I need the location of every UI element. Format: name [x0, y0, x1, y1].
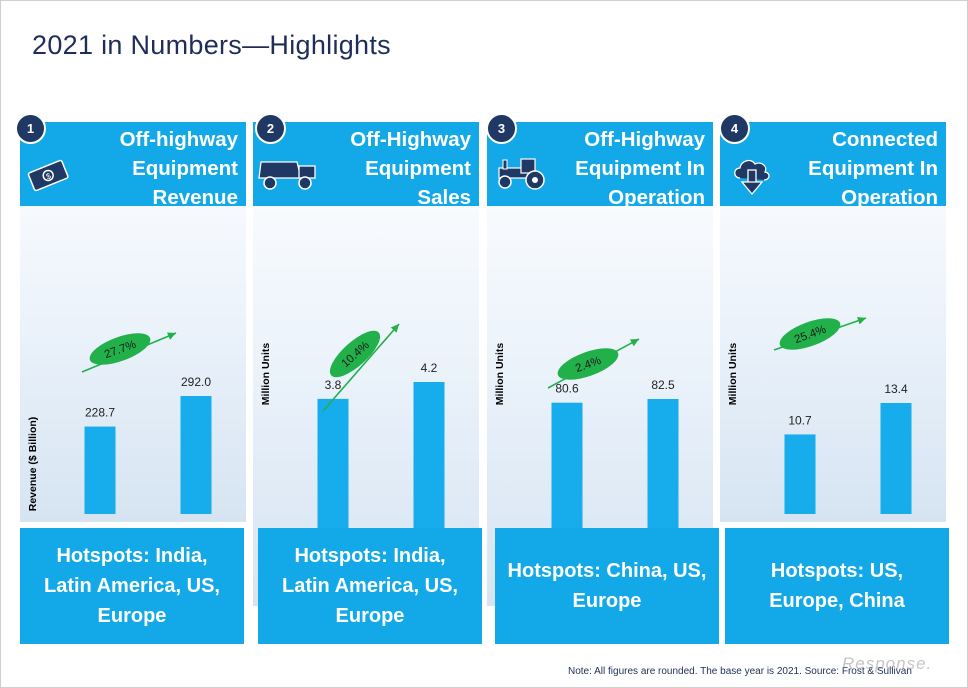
watermark: Response.: [842, 654, 933, 673]
panel-number-badge: 1: [15, 113, 46, 144]
panel-number-badge: 2: [255, 113, 286, 144]
hotspots-box-operation: Hotspots: China, US, Europe: [495, 528, 719, 644]
dump-truck-icon: [258, 161, 316, 190]
bar-2020: [784, 434, 816, 514]
hotspots-box-sales: Hotspots: India, Latin America, US, Euro…: [258, 528, 482, 644]
data-label: 13.4: [884, 382, 908, 396]
panel-header: Off-Highway Equipment In Operation: [487, 122, 713, 209]
hotspots-text: Hotspots: China, US, Europe: [507, 560, 707, 612]
panel-header: Off-highway Equipment Revenue $: [20, 122, 246, 209]
growth-arrow-head-icon: [167, 332, 176, 340]
panel-connected: Connected Equipment In Operation Million…: [720, 122, 946, 522]
tractor-icon: [498, 158, 545, 190]
hotspots-box-connected: Hotspots: US, Europe, China: [725, 528, 949, 644]
data-label: 3.8: [325, 378, 342, 392]
growth-badge: 25.4%: [779, 318, 841, 350]
revenue-chart: Revenue ($ Billion)228.72020292.0202127.…: [27, 332, 212, 514]
panel-operation: Off-Highway Equipment In Operation Milli…: [487, 122, 713, 606]
footer-note: Note: All figures are rounded. The base …: [568, 666, 912, 677]
data-label: 4.2: [421, 361, 438, 375]
growth-arrow-head-icon: [390, 324, 399, 333]
data-label: 292.0: [181, 375, 211, 389]
money-icon: $: [27, 159, 69, 192]
hotspots-text: Hotspots: India, Latin America, US, Euro…: [282, 545, 458, 627]
panel-header: Off-Highway Equipment Sales: [253, 122, 479, 209]
panel-number-badge: 4: [719, 113, 750, 144]
y-axis-label: Million Units: [727, 343, 739, 406]
panel-sales: Off-Highway Equipment Sales Million Unit…: [253, 122, 479, 606]
y-axis-label: Million Units: [494, 343, 506, 406]
panel-revenue: Off-highway Equipment Revenue $ Revenue …: [20, 122, 246, 522]
page-title: 2021 in Numbers—Highlights: [32, 30, 391, 60]
panel-number-badge: 3: [486, 113, 517, 144]
growth-pill: [557, 348, 619, 380]
y-axis-label: Revenue ($ Billion): [27, 417, 39, 512]
data-label: 10.7: [788, 413, 812, 427]
data-label: 228.7: [85, 406, 115, 420]
growth-arrow-line: [322, 323, 400, 412]
hotspots-text: Hotspots: US, Europe, China: [769, 560, 905, 612]
growth-arrow-head-icon: [630, 339, 639, 347]
cloud-download-icon: [734, 159, 770, 196]
panel-title: Off-highway Equipment Revenue: [119, 128, 238, 209]
svg-text:$: $: [45, 171, 53, 181]
panel-header: Connected Equipment In Operation: [720, 122, 946, 209]
data-label: 80.6: [555, 382, 579, 396]
bar-2021: [180, 396, 212, 514]
panel-title: Connected Equipment In Operation: [808, 128, 938, 209]
growth-arrow-head-icon: [857, 316, 866, 325]
y-axis-label: Million Units: [260, 343, 272, 406]
bar-2020: [84, 426, 116, 514]
growth-badge: 2.4%: [557, 348, 619, 380]
hotspots-text: Hotspots: India, Latin America, US, Euro…: [44, 545, 220, 627]
panel-title: Off-Highway Equipment In Operation: [575, 128, 705, 209]
growth-pill: [89, 333, 151, 365]
data-label: 82.5: [651, 378, 675, 392]
growth-badge: 27.7%: [89, 333, 151, 365]
growth-pill: [329, 330, 381, 378]
hotspots-box-revenue: Hotspots: India, Latin America, US, Euro…: [20, 528, 244, 644]
panel-title: Off-Highway Equipment Sales: [350, 128, 471, 209]
bar-2021: [880, 403, 912, 514]
growth-pill: [779, 318, 841, 350]
